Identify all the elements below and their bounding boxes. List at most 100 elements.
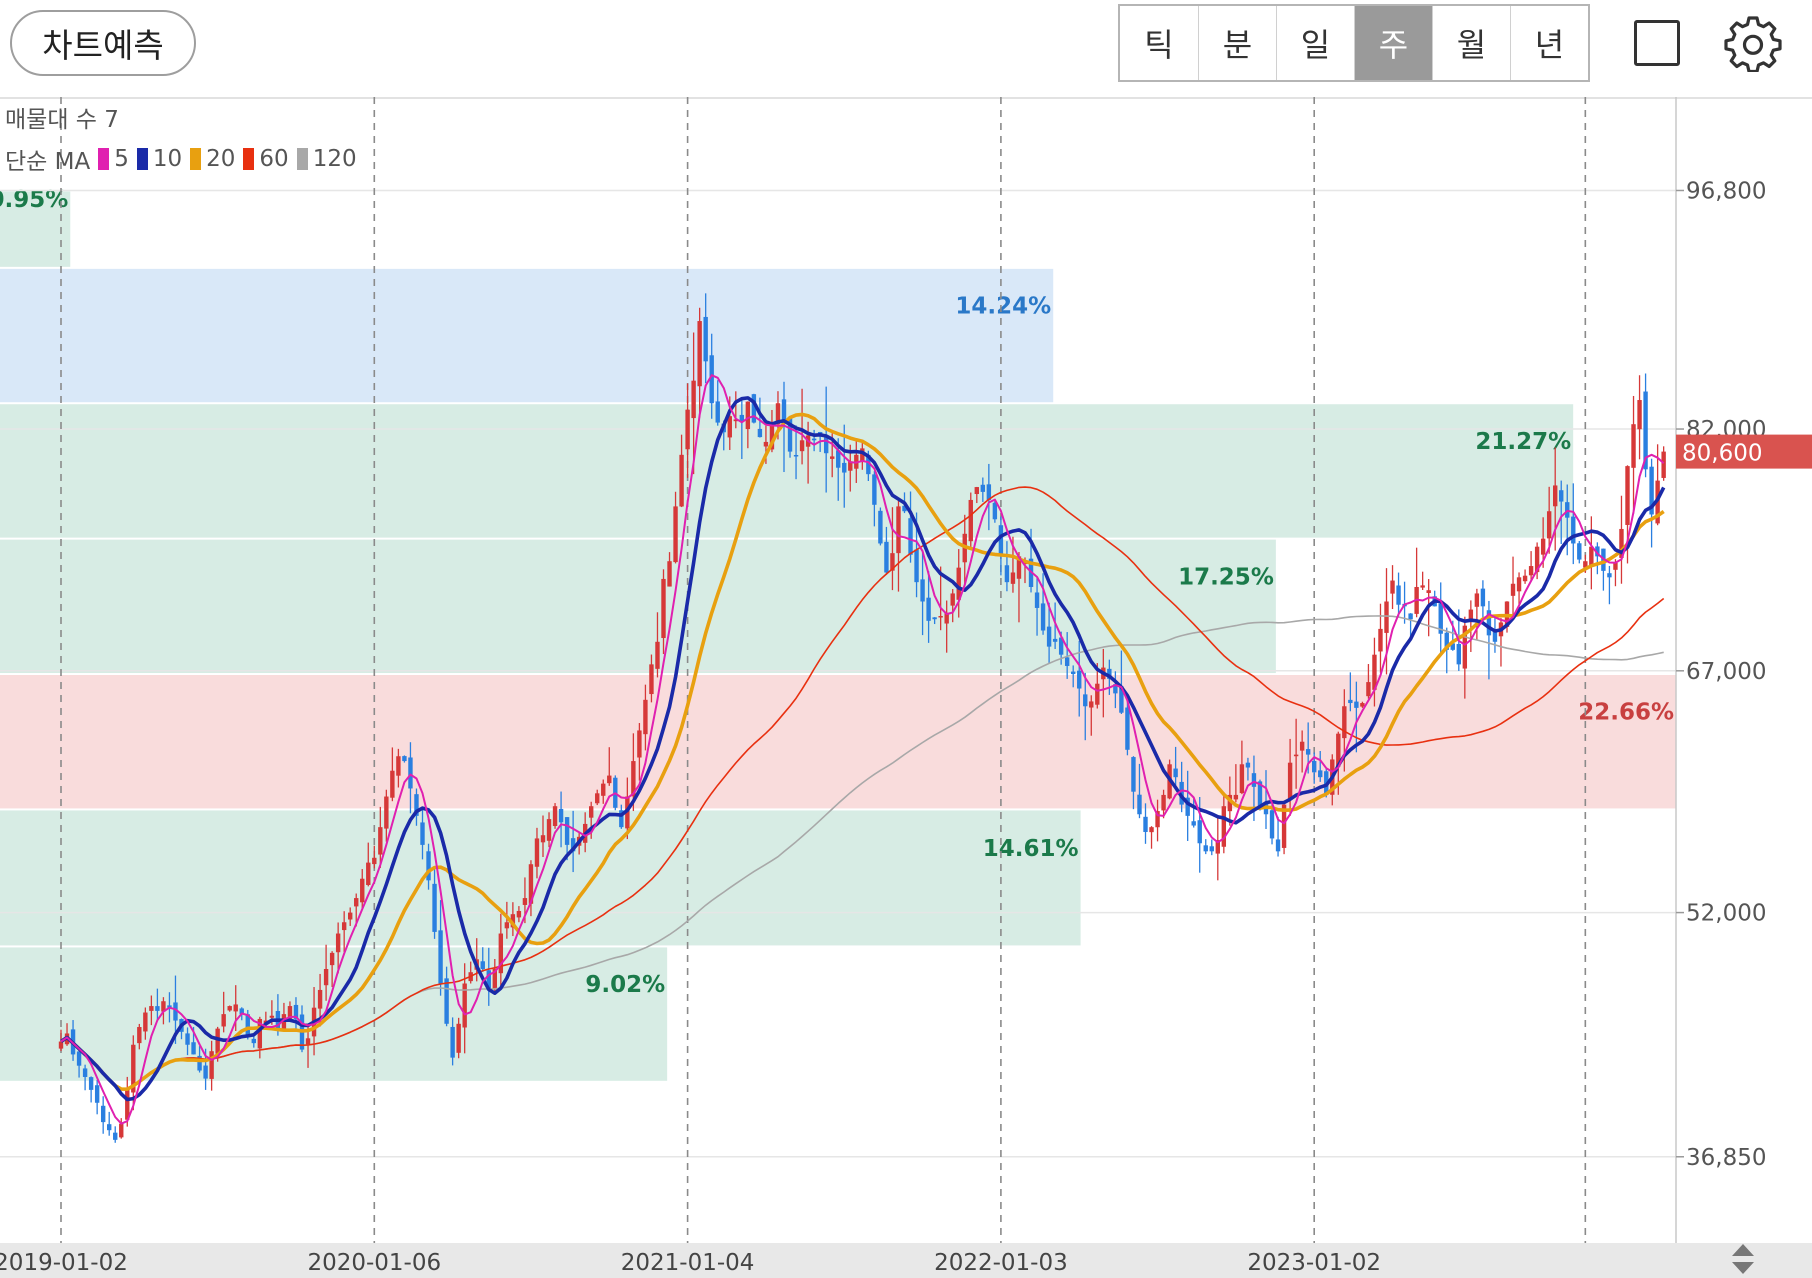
candle-body	[239, 1008, 244, 1015]
volume-profile-pct-label: 17.25%	[1178, 564, 1274, 590]
tab-year[interactable]: 년	[1510, 6, 1588, 80]
volume-profile-pct-label: 22.66%	[1578, 700, 1674, 726]
chart-predict-button[interactable]: 차트예측	[10, 10, 196, 76]
volume-profile-label[interactable]: 매물대 수 7	[5, 107, 119, 133]
candle-body	[601, 783, 606, 796]
candle-body	[1577, 543, 1582, 560]
candle-body	[540, 835, 546, 843]
candle-body	[251, 1038, 256, 1044]
candle-body	[155, 1006, 160, 1011]
candle-body	[390, 770, 395, 798]
candle-body	[914, 549, 919, 583]
scroll-handle-icon[interactable]	[1728, 1242, 1758, 1276]
ma-legend[interactable]: 단순 MA 5 10 20 60 120	[5, 142, 357, 176]
candle-body	[534, 838, 540, 867]
candle-body	[1378, 628, 1383, 652]
candle-body	[950, 593, 955, 606]
candle-body	[1149, 827, 1154, 833]
candle-body	[1426, 590, 1431, 594]
candle-body	[1619, 528, 1624, 558]
candle-body	[1360, 703, 1365, 707]
candle-body	[1444, 632, 1449, 650]
current-price-marker	[1676, 434, 1812, 469]
ma20-line	[60, 412, 1665, 1091]
candle-body	[986, 484, 992, 500]
candle-body	[510, 914, 516, 928]
candle-body	[751, 394, 757, 423]
candle-body	[673, 506, 678, 563]
tab-tick[interactable]: 틱	[1144, 26, 1174, 64]
candle-body	[233, 1004, 238, 1012]
candle-body	[94, 1085, 100, 1103]
ma5-label: 5	[114, 146, 129, 172]
candle-body	[1245, 762, 1251, 768]
candle-body	[1004, 565, 1010, 583]
price-chart[interactable]: 0.95% 14.24% 21.27% 17.25% 22.66% 14.61% 9.02%…	[0, 97, 1812, 1278]
candle-body	[1643, 391, 1648, 470]
candle-body	[414, 794, 419, 816]
candle-body	[366, 862, 371, 885]
candle-body	[1450, 643, 1455, 650]
candle-body	[402, 756, 407, 762]
candle-body	[1197, 820, 1202, 844]
volume-profile-bar	[0, 675, 1676, 809]
candle-body	[998, 525, 1004, 557]
candle-body	[1095, 683, 1100, 705]
ma120-swatch	[296, 148, 308, 170]
volume-profile-pct-label: 0.95%	[0, 187, 68, 213]
candle-body	[215, 1028, 220, 1054]
x-tick-label: 2019-01-02	[0, 1250, 128, 1276]
ma10-label: 10	[152, 146, 183, 172]
candle-body	[1348, 699, 1353, 704]
candle-body	[1390, 580, 1395, 594]
tab-minute[interactable]: 분	[1198, 6, 1276, 80]
candle-body	[1305, 749, 1311, 755]
candle-body	[1251, 773, 1257, 787]
candle-body	[1034, 592, 1040, 608]
candle-body	[396, 756, 401, 776]
gear-icon[interactable]	[1724, 14, 1782, 74]
fullscreen-icon[interactable]	[1634, 20, 1680, 66]
tab-day[interactable]: 일	[1276, 6, 1354, 80]
candle-body	[589, 806, 594, 818]
candle-body	[1016, 556, 1022, 579]
candle-body	[1089, 701, 1094, 708]
candle-body	[119, 1123, 124, 1138]
ma20-swatch	[190, 148, 202, 170]
candle-body	[1366, 682, 1371, 697]
candle-body	[745, 401, 751, 430]
x-axis-band	[0, 1243, 1812, 1278]
candle-body	[317, 989, 323, 1009]
candle-body	[456, 1023, 461, 1053]
top-toolbar: 차트예측 틱 분 일 주 월 년	[0, 0, 1812, 99]
candle-body	[348, 912, 353, 920]
candle-body	[1534, 546, 1540, 573]
current-price-label: 80,600	[1682, 441, 1762, 467]
x-tick-label: 2020-01-06	[307, 1250, 441, 1276]
candle-body	[100, 1105, 106, 1123]
candle-body	[245, 1014, 250, 1037]
ma10-line	[60, 396, 1666, 1102]
candle-body	[1257, 781, 1263, 808]
candle-body	[685, 409, 690, 450]
candle-body	[1239, 764, 1245, 794]
candle-body	[137, 1027, 142, 1044]
candle-body	[450, 1026, 455, 1058]
candle-body	[221, 1014, 226, 1027]
candle-body	[125, 1089, 130, 1120]
volume-profile-bar	[0, 539, 1276, 674]
candle-body	[167, 1005, 172, 1008]
candle-body	[492, 968, 497, 990]
tab-month[interactable]: 월	[1432, 6, 1510, 80]
candle-body	[269, 1015, 275, 1018]
candle-body	[1179, 781, 1184, 805]
candle-body	[570, 838, 576, 852]
candle-body	[1071, 671, 1076, 675]
candle-body	[1143, 816, 1148, 832]
candle-body	[287, 1006, 293, 1019]
candle-body	[1312, 760, 1317, 773]
candle-body	[1637, 400, 1642, 430]
tab-week[interactable]: 주	[1354, 6, 1432, 80]
candle-body	[866, 454, 871, 475]
candle-body	[896, 506, 901, 554]
